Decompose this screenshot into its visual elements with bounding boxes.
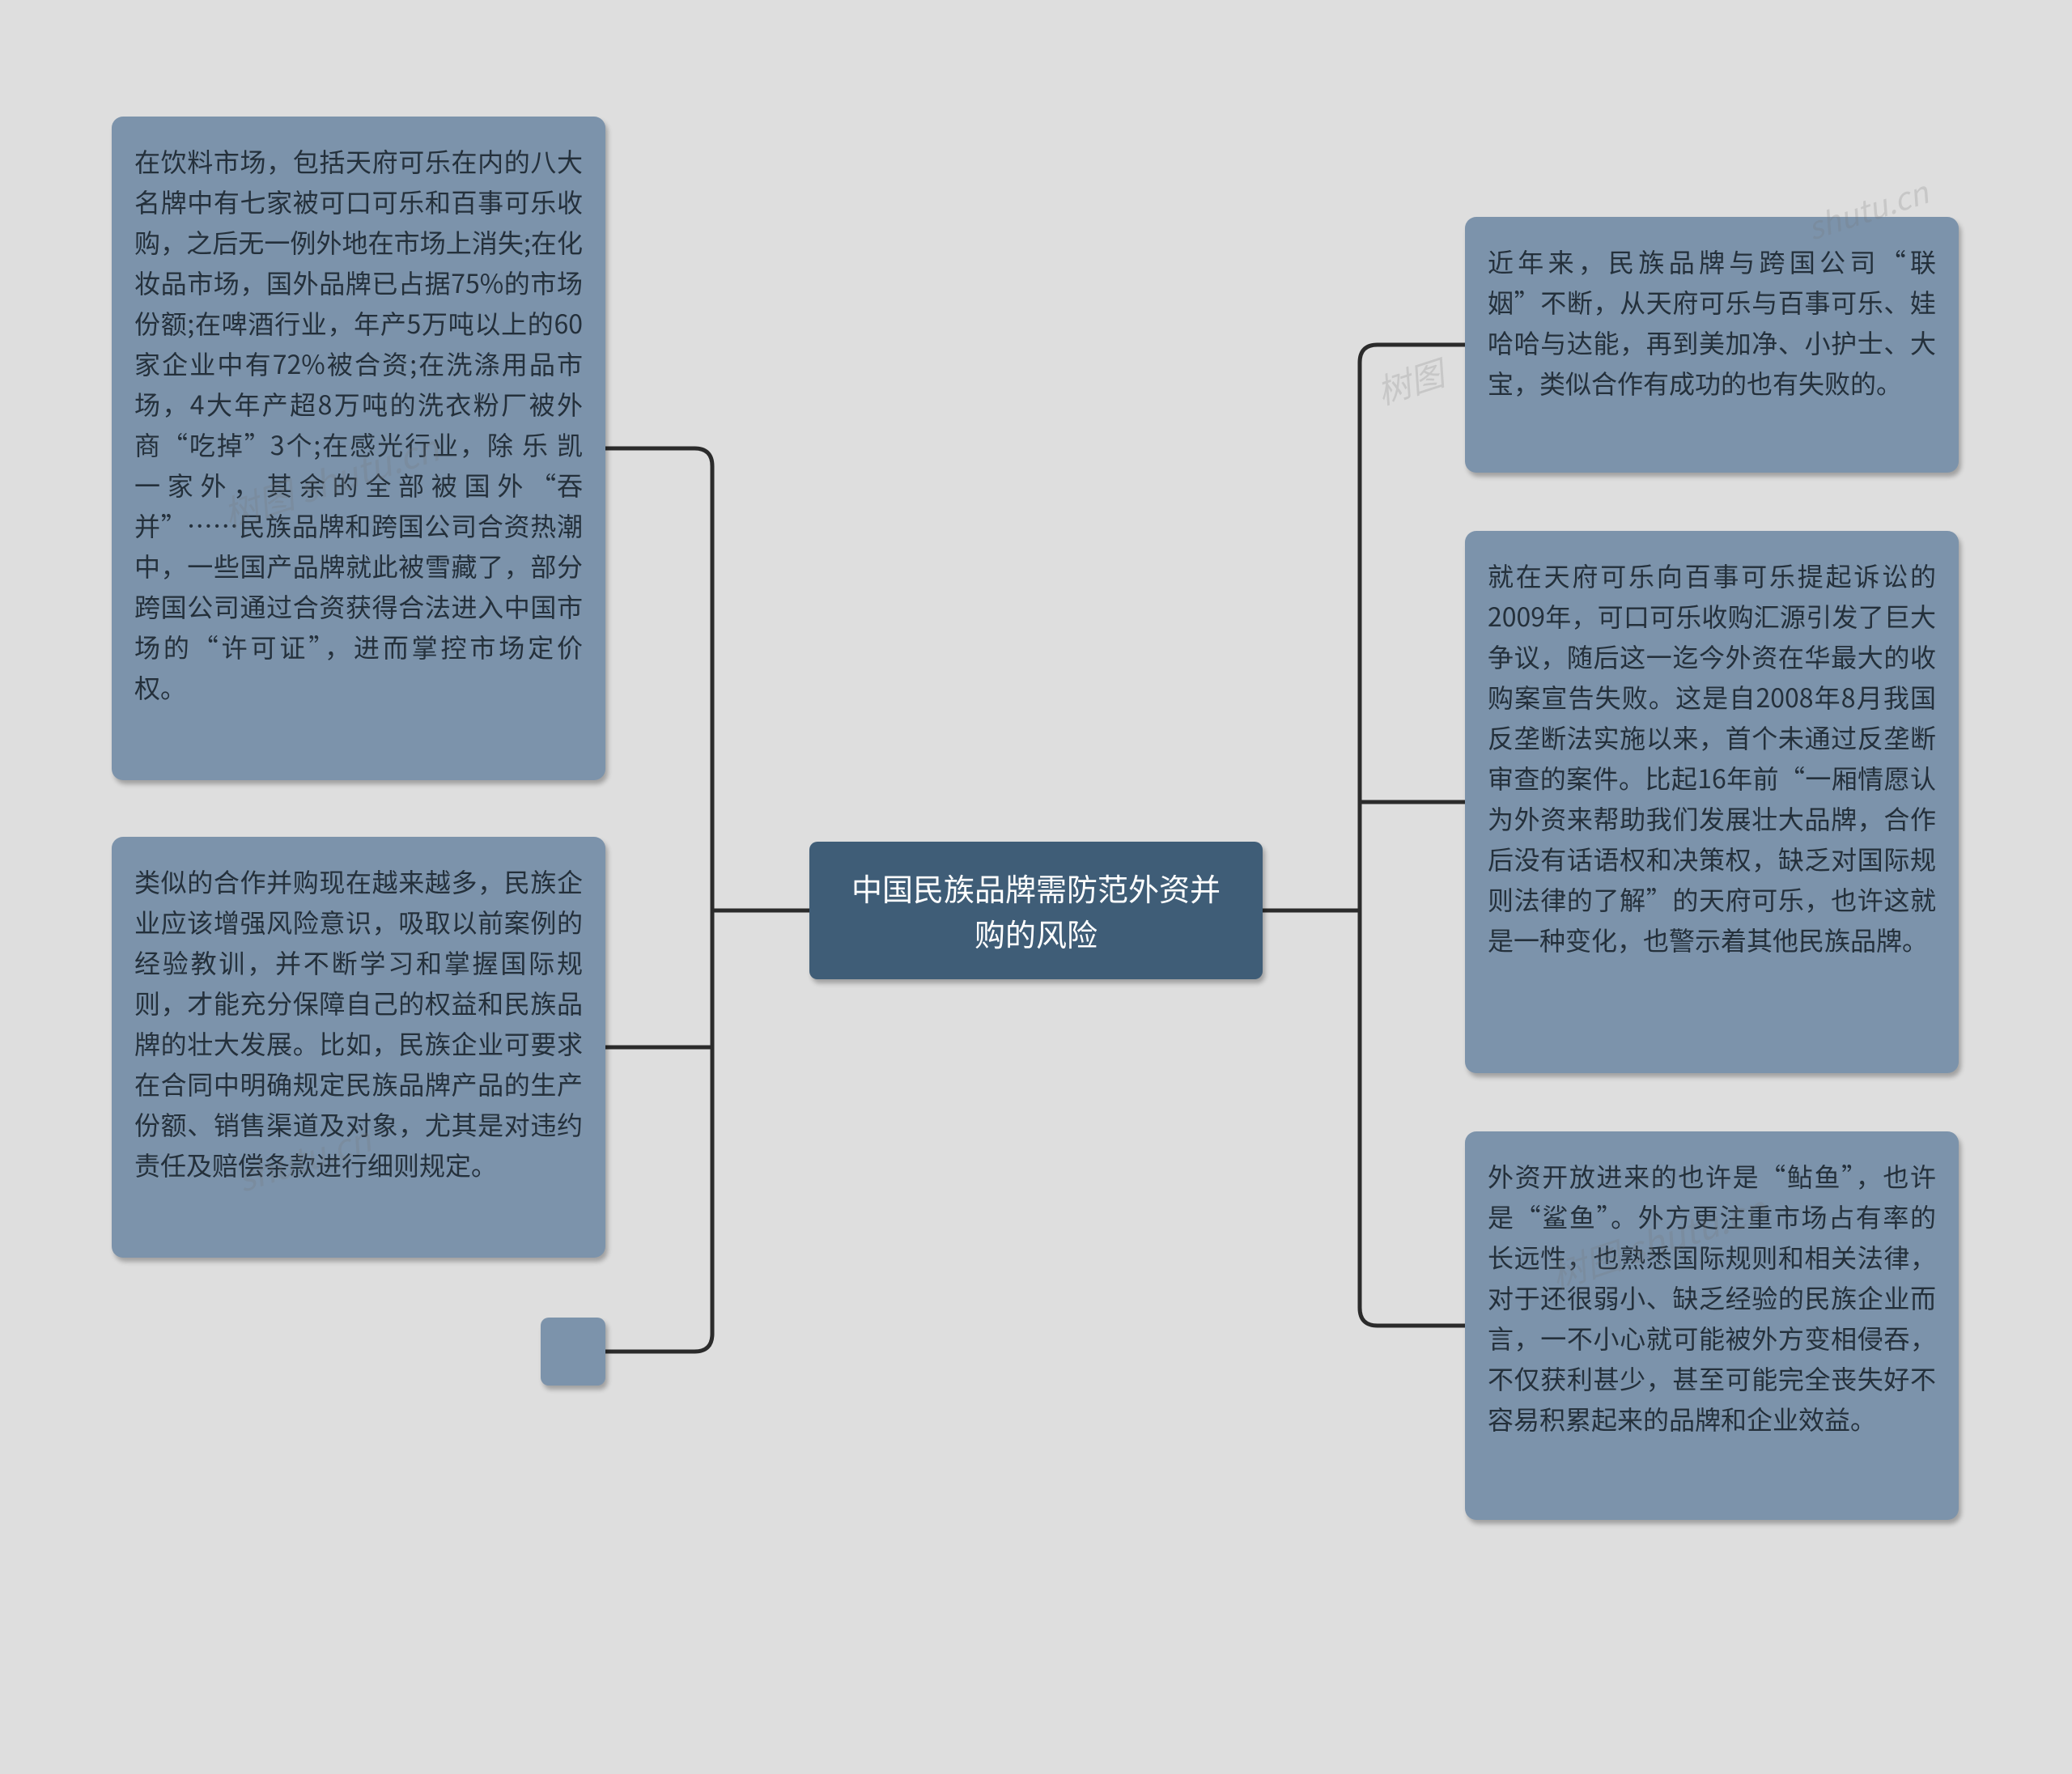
empty-small-node [541, 1318, 605, 1386]
right-node-text: 外资开放进来的也许是“鲇鱼”，也许是“鲨鱼”。外方更注重市场占有率的长远性，也熟… [1488, 1157, 1936, 1437]
mindmap-inner: 中国民族品牌需防范外资并购的风险 在饮料市场，包括天府可乐在内的八大名牌中有七家被… [0, 0, 2072, 1774]
right-node: 近年来，民族品牌与跨国公司“联姻”不断，从天府可乐与百事可乐、娃哈哈与达能，再到… [1465, 217, 1959, 473]
right-node-text: 近年来，民族品牌与跨国公司“联姻”不断，从天府可乐与百事可乐、娃哈哈与达能，再到… [1488, 243, 1936, 401]
right-node: 就在天府可乐向百事可乐提起诉讼的2009年，可口可乐收购汇源引发了巨大争议，随后… [1465, 531, 1959, 1073]
mindmap-canvas: 中国民族品牌需防范外资并购的风险 在饮料市场，包括天府可乐在内的八大名牌中有七家被… [0, 0, 2072, 1774]
left-node: 类似的合作并购现在越来越多，民族企业应该增强风险意识，吸取以前案例的经验教训，并… [112, 837, 605, 1258]
center-title: 中国民族品牌需防范外资并购的风险 [837, 865, 1235, 956]
left-node-text: 类似的合作并购现在越来越多，民族企业应该增强风险意识，吸取以前案例的经验教训，并… [134, 863, 583, 1183]
right-node: 外资开放进来的也许是“鲇鱼”，也许是“鲨鱼”。外方更注重市场占有率的长远性，也熟… [1465, 1131, 1959, 1520]
left-node: 在饮料市场，包括天府可乐在内的八大名牌中有七家被可口可乐和百事可乐收购，之后无一… [112, 117, 605, 780]
right-node-text: 就在天府可乐向百事可乐提起诉讼的2009年，可口可乐收购汇源引发了巨大争议，随后… [1488, 557, 1936, 958]
center-node: 中国民族品牌需防范外资并购的风险 [809, 842, 1263, 979]
left-node-text: 在饮料市场，包括天府可乐在内的八大名牌中有七家被可口可乐和百事可乐收购，之后无一… [134, 142, 583, 706]
watermark: 树图 [1370, 347, 1450, 415]
